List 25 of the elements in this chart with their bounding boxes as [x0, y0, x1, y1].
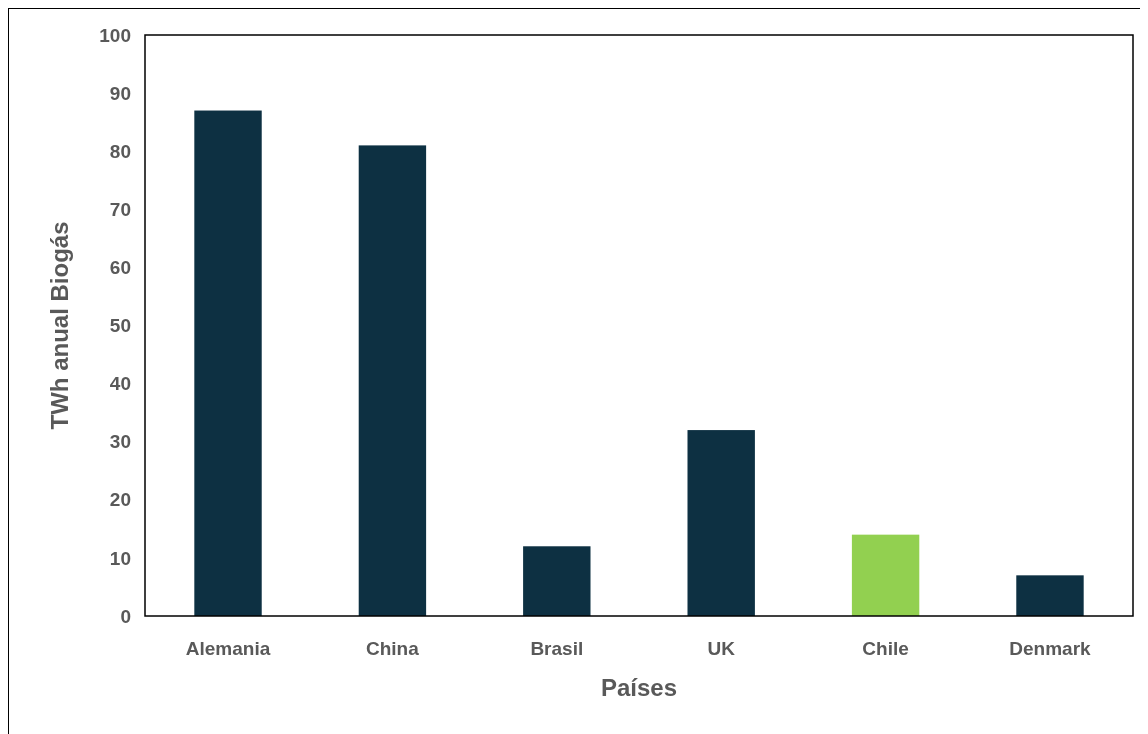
y-tick-label: 20: [109, 489, 131, 511]
bar: [1016, 575, 1084, 616]
x-axis-title: Países: [600, 674, 678, 701]
x-tick-label: Alemania: [185, 638, 271, 659]
x-tick-label: Brasil: [530, 638, 584, 659]
y-tick-label: 60: [109, 257, 131, 279]
x-tick-label: UK: [707, 638, 736, 659]
bar: [194, 110, 262, 616]
x-tick-label: China: [366, 638, 420, 659]
y-tick-label: 0: [120, 605, 131, 627]
y-tick-label: 80: [109, 140, 131, 162]
y-tick-label: 40: [109, 373, 131, 395]
y-tick-label: 30: [109, 431, 131, 453]
bar: [358, 145, 427, 616]
y-tick-label: 10: [109, 547, 131, 569]
y-tick-label: 90: [109, 82, 131, 104]
y-axis-title: TWh anual Biogás: [46, 221, 73, 430]
bar: [523, 546, 591, 616]
x-tick-label: Chile: [862, 638, 909, 659]
y-tick-label: 50: [109, 315, 131, 337]
bar: [851, 534, 920, 616]
y-tick-label: 70: [109, 198, 131, 220]
y-tick-label: 100: [99, 24, 131, 46]
x-tick-label: Denmark: [1009, 638, 1092, 659]
bar: [687, 430, 755, 616]
